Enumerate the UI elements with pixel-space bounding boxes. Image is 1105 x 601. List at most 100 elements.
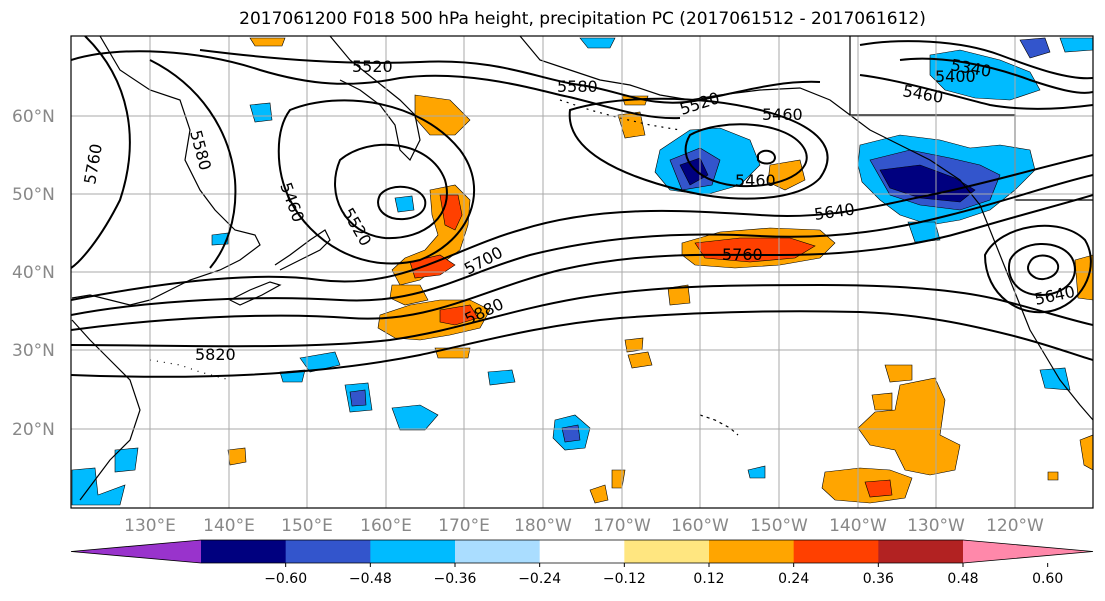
precip-patch-positive xyxy=(1079,434,1093,471)
precip-patch-negative xyxy=(211,232,229,246)
precip-patch-negative xyxy=(394,195,415,213)
contour-label: 5460 xyxy=(762,105,803,124)
precip-patch-negative xyxy=(907,221,941,243)
contour-5700 xyxy=(71,174,1093,316)
precip-patch-negative xyxy=(1059,37,1093,53)
colorbar-tick-label: 0.60 xyxy=(1032,571,1063,587)
precip-patch-negative xyxy=(929,49,1041,101)
colorbar-segment xyxy=(709,540,795,563)
contour-ca-low-center xyxy=(1027,254,1060,281)
china-coastline xyxy=(71,319,141,501)
lon-tick-label: 150°W xyxy=(750,516,808,536)
contour-label: 5760 xyxy=(722,245,763,264)
lon-tick-label: 130°E xyxy=(124,516,176,536)
precip-patch-negative xyxy=(747,465,766,479)
precip-patch-negative xyxy=(1039,367,1071,391)
colorbar-extend-low xyxy=(71,540,201,563)
precip-patch-positive xyxy=(667,284,691,306)
contour-5400-ne xyxy=(859,40,1093,80)
japan-south-coastline xyxy=(228,281,282,306)
precip-patch-negative xyxy=(579,37,616,49)
colorbar-tick-label: 0.48 xyxy=(947,571,978,587)
precip-patch-strong-negative xyxy=(561,424,581,443)
precip-patch-negative xyxy=(391,404,439,431)
precip-patch-negative xyxy=(71,467,126,506)
contour-5520-low xyxy=(277,99,476,265)
precip-patch-strong-negative xyxy=(349,389,367,407)
contour-5820 xyxy=(71,283,1093,348)
colorbar-tick-label: −0.60 xyxy=(264,571,307,587)
lon-tick-label: 140°W xyxy=(829,516,887,536)
contour-5580-west xyxy=(149,59,237,269)
colorbar-tick-label: 0.36 xyxy=(863,571,894,587)
colorbar-tick-label: 0.12 xyxy=(693,571,724,587)
colorbar-tick-label: −0.36 xyxy=(434,571,477,587)
precip-patch-positive xyxy=(589,484,609,504)
colorbar-segment xyxy=(285,540,371,563)
precip-patch-strong-positive xyxy=(864,479,893,498)
colorbar-segment xyxy=(793,540,879,563)
colorbar-outline xyxy=(70,539,1094,564)
precip-patch-strong-positive xyxy=(694,237,816,263)
lon-tick-label: 170°E xyxy=(438,516,490,536)
lon-tick-labels: 130°E 140°E 150°E 160°E 170°E 180°W 170°… xyxy=(124,516,1044,536)
contour-5460-low xyxy=(334,143,448,240)
lon-tick-label: 140°E xyxy=(203,516,255,536)
contour-label: 5460 xyxy=(735,171,776,190)
colorbar-tick-label: −0.12 xyxy=(603,571,646,587)
lon-tick-label: 130°W xyxy=(907,516,965,536)
colorbar-segment xyxy=(455,540,541,563)
lon-tick-label: 180°W xyxy=(514,516,572,536)
hawaii xyxy=(699,414,739,436)
precip-patch-positive xyxy=(871,392,893,411)
precip-patch-strong-positive xyxy=(439,304,479,326)
contour-5760 xyxy=(71,194,1093,331)
contour-5580-north xyxy=(71,50,681,120)
colorbar: −0.60 −0.48 −0.36 −0.24 −0.12 0.12 0.24 0.36 0.4… xyxy=(70,539,1094,587)
alaska-coastline xyxy=(519,36,981,206)
lon-tick-label: 170°W xyxy=(593,516,651,536)
colorbar-tick-label: −0.48 xyxy=(349,571,392,587)
contour-ca-low-outer xyxy=(983,224,1092,314)
lon-tick-label: 120°W xyxy=(986,516,1044,536)
lon-tick-label: 160°E xyxy=(360,516,412,536)
contour-5520-north xyxy=(199,49,821,104)
precip-patch-positive xyxy=(1074,254,1093,301)
lat-tick-label: 50°N xyxy=(12,185,55,205)
contour-label: 5820 xyxy=(195,345,236,364)
contour-low-center xyxy=(377,185,427,220)
colorbar-segment xyxy=(539,540,625,563)
colorbar-segment xyxy=(201,540,287,563)
precip-patch-positive xyxy=(884,364,913,383)
map-title: 2017061200 F018 500 hPa height, precipit… xyxy=(239,9,926,29)
precip-patch-negative xyxy=(487,369,516,386)
contour-5880 xyxy=(71,310,1093,378)
precip-patch-positive xyxy=(249,37,286,47)
contour-5400-gulf xyxy=(684,123,808,188)
precip-patch-negative xyxy=(1019,37,1051,59)
contour-label: 5400 xyxy=(935,67,976,86)
contour-5460-gulf xyxy=(568,97,829,200)
contour-5640 xyxy=(71,154,1093,301)
precip-patch-positive xyxy=(857,377,961,476)
precip-patch-positive xyxy=(1047,471,1059,481)
colorbar-tick-label: −0.24 xyxy=(518,571,561,587)
height-contours xyxy=(71,36,1093,378)
precip-patch-very-strong-negative xyxy=(879,164,976,203)
lat-tick-label: 40°N xyxy=(12,263,55,283)
lat-tick-label: 30°N xyxy=(12,341,55,361)
japan-coastline xyxy=(274,229,331,271)
colorbar-segment xyxy=(878,540,964,563)
map-frame xyxy=(70,35,1094,509)
precip-patch-positive xyxy=(227,447,247,466)
lat-tick-labels: 60°N 50°N 40°N 30°N 20°N xyxy=(12,107,55,440)
lon-tick-label: 150°E xyxy=(281,516,333,536)
precip-patch-negative xyxy=(114,447,139,473)
colorbar-segment xyxy=(624,540,710,563)
precip-patch-very-strong-negative xyxy=(679,157,709,186)
contour-5340-ne xyxy=(899,57,1093,94)
colorbar-tick-label: 0.24 xyxy=(778,571,809,587)
contour-5760-west xyxy=(71,36,131,269)
lon-tick-label: 160°W xyxy=(671,516,729,536)
